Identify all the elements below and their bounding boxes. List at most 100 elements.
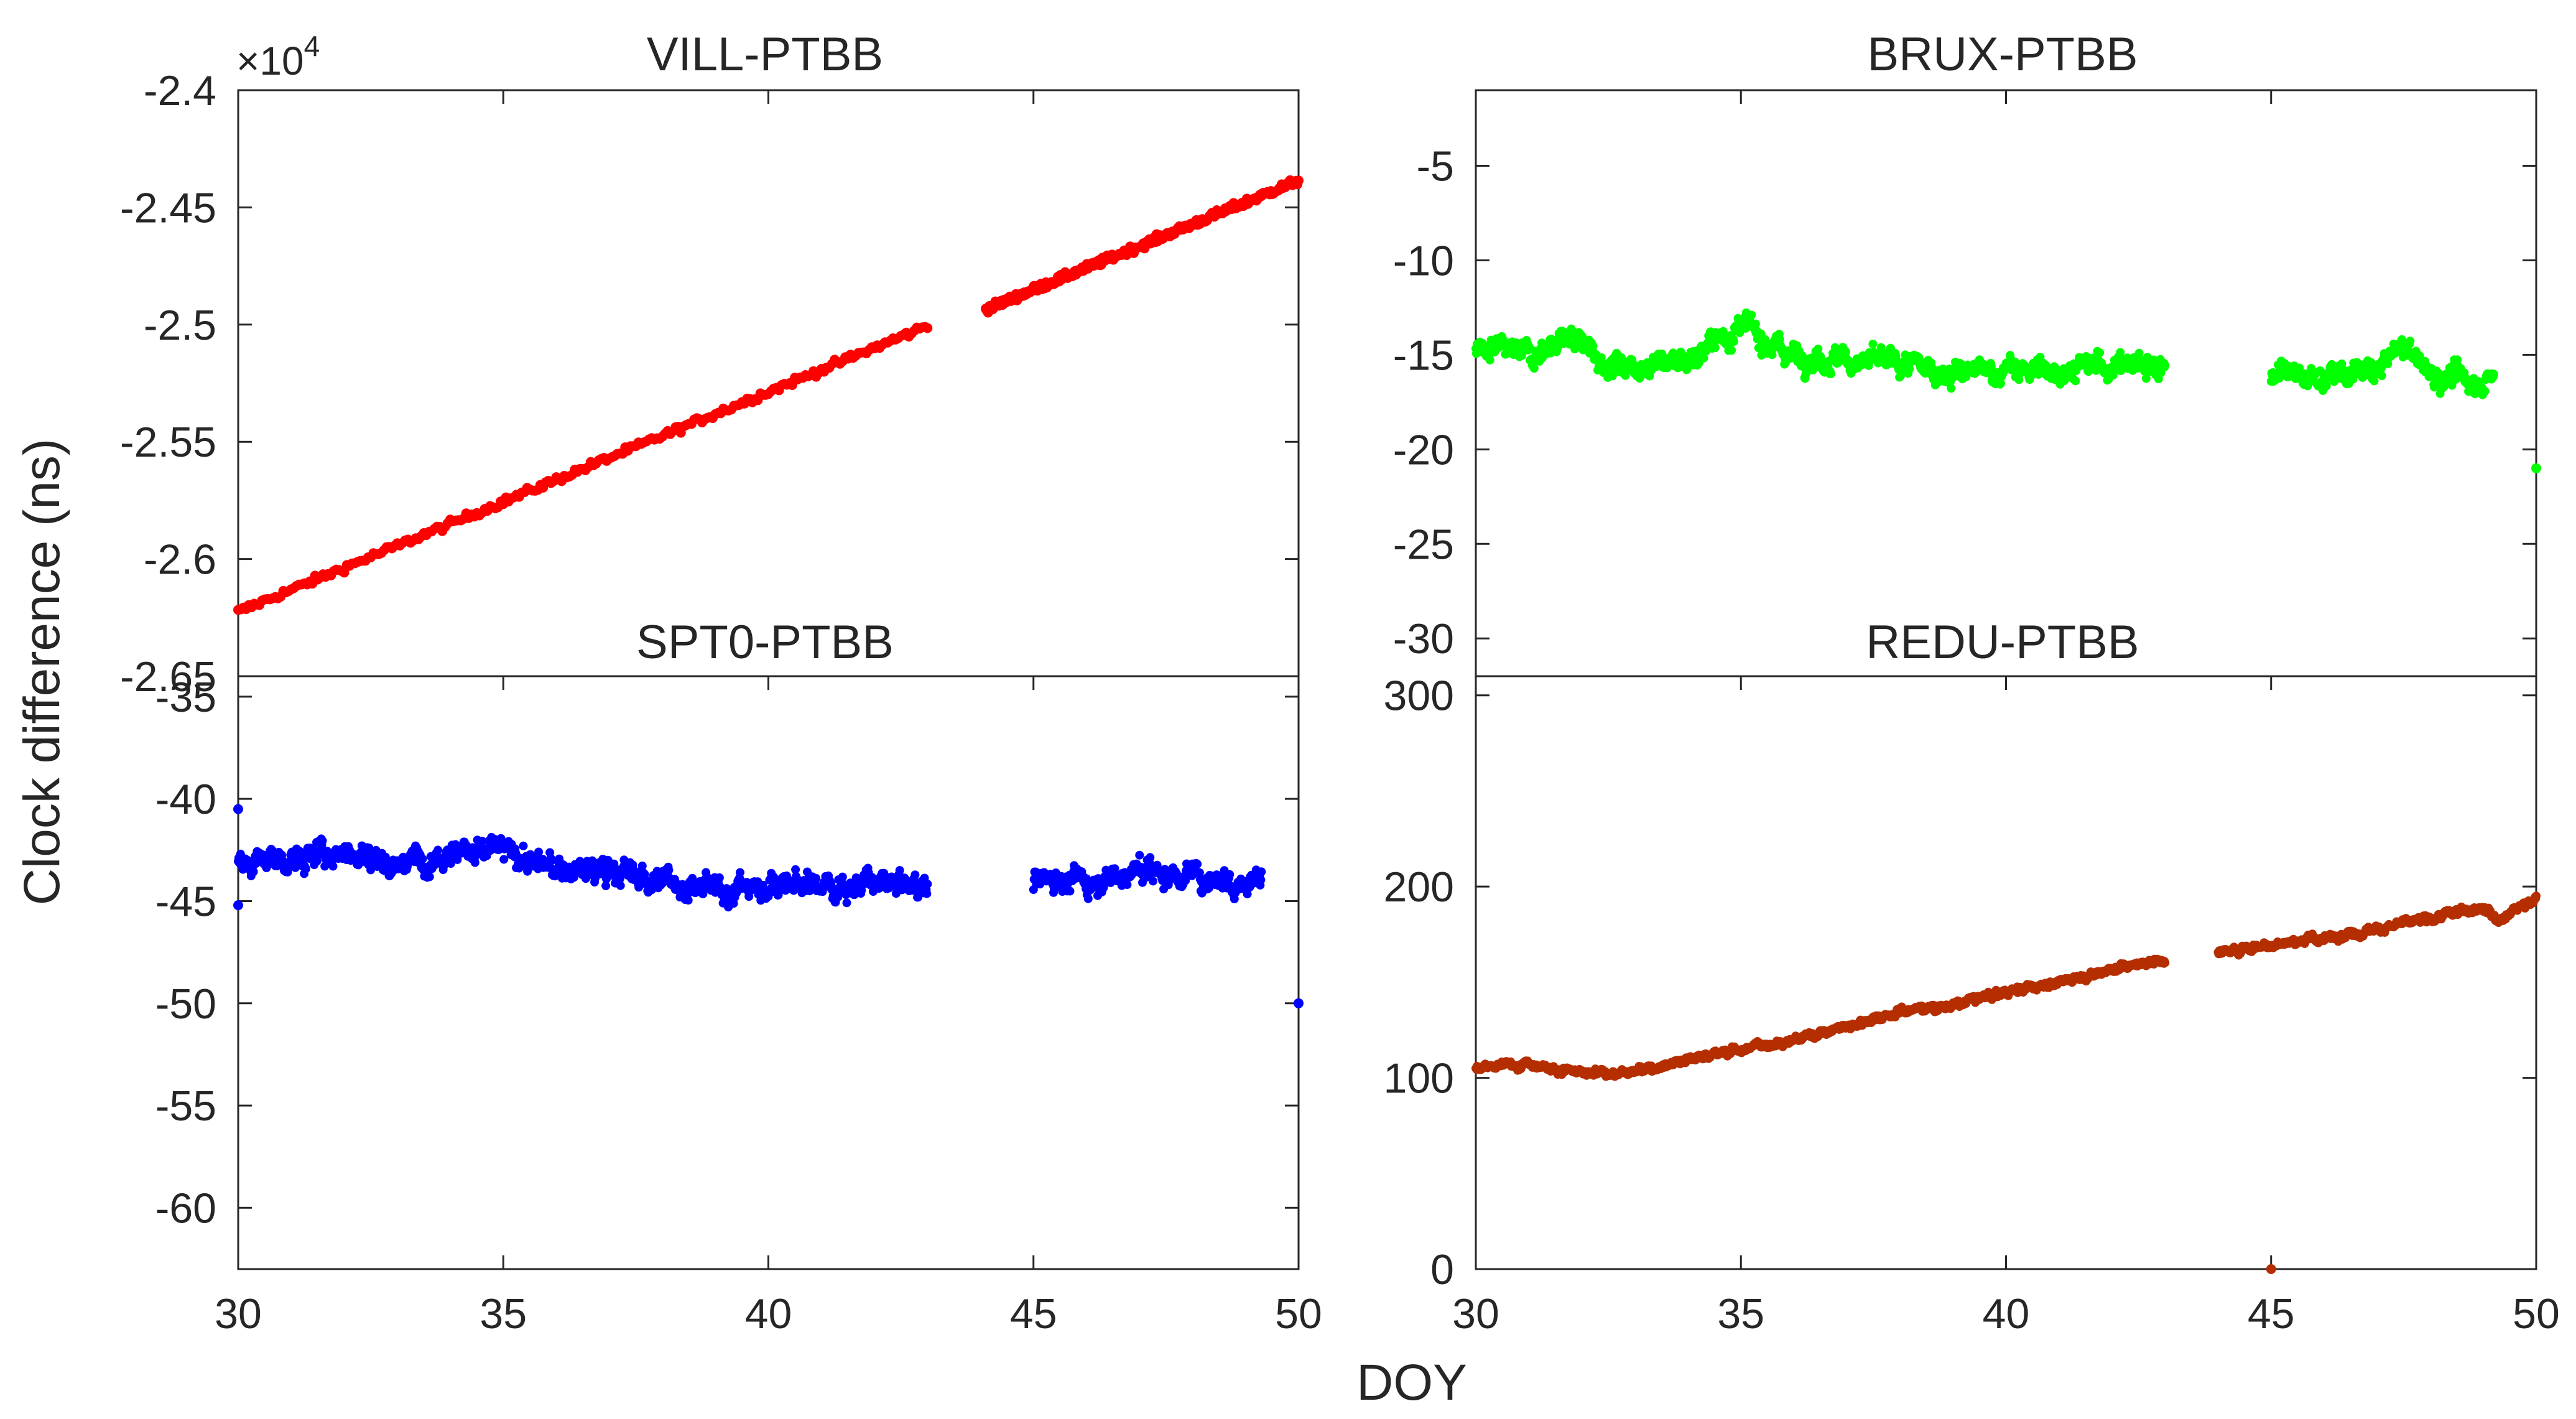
data-point bbox=[1135, 850, 1144, 860]
x-tick-label: 40 bbox=[1983, 1290, 2030, 1338]
y-axis-title: Clock difference (ns) bbox=[14, 439, 70, 905]
data-point bbox=[233, 900, 243, 911]
y-tick-label: -2.5 bbox=[144, 302, 216, 349]
data-point bbox=[923, 880, 932, 889]
data-point bbox=[433, 845, 443, 855]
panel-title: SPT0-PTBB bbox=[636, 616, 894, 669]
y-tick-label: -50 bbox=[155, 980, 216, 1028]
data-point bbox=[895, 866, 904, 875]
data-point bbox=[910, 870, 920, 880]
axes-frame bbox=[237, 675, 1300, 1270]
data-point bbox=[1529, 364, 1539, 373]
x-tick-label: 45 bbox=[1010, 1290, 1057, 1338]
y-tick-label: 0 bbox=[1430, 1246, 1454, 1293]
data-points bbox=[233, 175, 1304, 615]
data-point bbox=[1751, 319, 1760, 328]
data-point bbox=[470, 858, 480, 867]
y-tick-label: -25 bbox=[1393, 521, 1454, 568]
data-point bbox=[1868, 340, 1878, 348]
data-point bbox=[2161, 958, 2170, 967]
data-point bbox=[2116, 348, 2125, 357]
data-point bbox=[418, 854, 427, 863]
data-point bbox=[1710, 343, 1720, 353]
data-point bbox=[1588, 342, 1598, 351]
axes-frame bbox=[1475, 675, 2537, 1270]
data-point bbox=[1996, 379, 2005, 388]
data-point bbox=[1956, 359, 1965, 368]
data-points bbox=[1471, 308, 2541, 473]
y-tick-label: -40 bbox=[155, 776, 216, 823]
y-tick-label: -2.45 bbox=[120, 184, 216, 231]
data-point bbox=[1747, 310, 1756, 320]
data-point bbox=[1947, 384, 1956, 393]
data-point bbox=[1149, 877, 1157, 886]
data-point bbox=[1905, 365, 1914, 374]
y-tick-label: 300 bbox=[1384, 672, 1454, 720]
data-point bbox=[664, 865, 674, 875]
panel-redu-ptbb: REDU-PTBB 0 100 200 300 30 35 40 45 50 bbox=[1384, 616, 2560, 1338]
y-tick-label: 100 bbox=[1384, 1055, 1454, 1102]
data-point bbox=[1083, 894, 1093, 903]
data-point bbox=[328, 862, 338, 871]
data-point bbox=[2489, 370, 2498, 379]
y-tick-label: -45 bbox=[155, 878, 216, 925]
panel-title: REDU-PTBB bbox=[1866, 616, 2139, 669]
data-point bbox=[2377, 371, 2386, 380]
data-point bbox=[318, 836, 327, 845]
y-tick-label: -10 bbox=[1393, 237, 1454, 284]
y-tick-label: -30 bbox=[1393, 615, 1454, 663]
data-point bbox=[1525, 342, 1534, 351]
data-point bbox=[1827, 369, 1836, 378]
x-tick-label: 45 bbox=[2248, 1290, 2295, 1338]
data-point bbox=[1841, 347, 1850, 356]
panel-title: BRUX-PTBB bbox=[1868, 28, 2138, 81]
data-point bbox=[1225, 870, 1235, 879]
data-point bbox=[922, 889, 932, 898]
data-point bbox=[1065, 886, 1075, 896]
data-point bbox=[2322, 381, 2331, 391]
data-point bbox=[1727, 346, 1736, 355]
data-point bbox=[2095, 348, 2105, 357]
data-point bbox=[2161, 361, 2170, 370]
data-point bbox=[1699, 353, 1708, 363]
data-point bbox=[249, 867, 258, 877]
data-point bbox=[1256, 875, 1266, 885]
x-tick-label: 30 bbox=[215, 1290, 262, 1338]
x-tick-label: 50 bbox=[2513, 1290, 2560, 1338]
data-point bbox=[2398, 335, 2406, 344]
y-tick-label: -20 bbox=[1393, 426, 1454, 473]
x-axis-title: DOY bbox=[1356, 1354, 1467, 1411]
panel-title: VILL-PTBB bbox=[647, 28, 883, 81]
data-point bbox=[339, 567, 350, 578]
x-tick-label: 50 bbox=[1275, 1290, 1322, 1338]
data-point bbox=[1814, 345, 1823, 353]
data-point bbox=[1294, 175, 1304, 186]
data-point bbox=[2480, 386, 2490, 396]
y-tick-label: -2.6 bbox=[144, 536, 216, 584]
panel-vill-ptbb: VILL-PTBB ×104 -2.4-2.45-2.5-2.55-2.6-2.… bbox=[120, 28, 1304, 700]
data-point bbox=[736, 868, 744, 877]
x-tick-label: 35 bbox=[480, 1290, 527, 1338]
data-point bbox=[301, 864, 310, 873]
data-point bbox=[1669, 348, 1678, 358]
y-tick-label: 200 bbox=[1384, 863, 1454, 911]
data-point bbox=[519, 841, 528, 850]
data-points bbox=[233, 804, 1304, 1008]
x-tick-label: 35 bbox=[1717, 1290, 1764, 1338]
data-point bbox=[1257, 867, 1266, 877]
data-point bbox=[233, 804, 243, 814]
y-exponent-label: ×104 bbox=[236, 30, 320, 83]
data-points bbox=[1471, 891, 2541, 1274]
x-tick-label: 30 bbox=[1452, 1290, 1499, 1338]
data-point bbox=[838, 872, 847, 882]
data-point bbox=[425, 872, 434, 882]
data-point bbox=[1294, 998, 1304, 1008]
exponent-power: 4 bbox=[304, 30, 320, 62]
data-point bbox=[922, 323, 933, 333]
data-point bbox=[1485, 355, 1494, 365]
axes-frame bbox=[237, 89, 1300, 677]
data-point bbox=[616, 881, 625, 890]
y-tick-label: -60 bbox=[155, 1184, 216, 1232]
